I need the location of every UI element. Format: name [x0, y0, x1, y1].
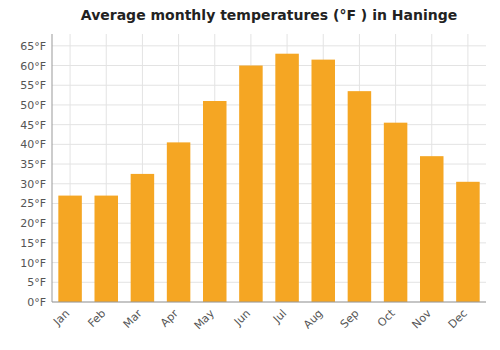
bar	[131, 174, 155, 302]
y-grid-line	[52, 65, 486, 66]
x-tick-label: Aug	[301, 307, 325, 331]
y-grid-line	[52, 45, 486, 46]
x-tick-label: Nov	[409, 307, 434, 332]
y-grid-line	[52, 144, 486, 145]
bar	[58, 196, 82, 302]
y-grid-line	[52, 124, 486, 125]
y-tick-label: 45°F	[20, 119, 46, 132]
chart-svg: Average monthly temperatures (°F ) in Ha…	[0, 0, 500, 350]
y-tick-label: 5°F	[27, 276, 46, 289]
bar	[94, 196, 118, 302]
x-tick-label: Jul	[270, 307, 289, 326]
x-tick-label: May	[192, 307, 218, 333]
bar	[167, 142, 191, 302]
bar	[456, 182, 480, 302]
x-tick-label: Dec	[446, 307, 470, 331]
y-grid-line	[52, 85, 486, 86]
bars	[58, 54, 479, 302]
x-axis-line	[52, 302, 486, 303]
y-tick-label: 25°F	[20, 197, 46, 210]
y-tick-label: 55°F	[20, 79, 46, 92]
y-tick-label: 15°F	[20, 237, 46, 250]
bar	[384, 123, 408, 302]
y-axis-line	[52, 34, 53, 302]
x-tick-label: Mar	[121, 307, 145, 331]
y-tick-label: 30°F	[20, 178, 46, 191]
bar	[239, 66, 263, 302]
x-tick-label: Jun	[231, 307, 253, 329]
x-tick-label: Oct	[375, 306, 398, 329]
chart-container: Average monthly temperatures (°F ) in Ha…	[0, 0, 500, 350]
grid	[52, 34, 486, 302]
bar	[420, 156, 444, 302]
bar	[275, 54, 299, 302]
y-tick-label: 65°F	[20, 40, 46, 53]
x-tick-label: Sep	[338, 307, 362, 331]
y-tick-label: 50°F	[20, 99, 46, 112]
y-tick-label: 35°F	[20, 158, 46, 171]
bar	[311, 60, 335, 302]
x-tick-label: Jan	[50, 307, 72, 329]
y-tick-label: 40°F	[20, 138, 46, 151]
x-tick-label: Apr	[158, 307, 181, 330]
y-grid-line	[52, 302, 486, 303]
bar	[348, 91, 372, 302]
y-tick-label: 10°F	[20, 257, 46, 270]
y-tick-label: 0°F	[27, 296, 46, 309]
bar	[203, 101, 227, 302]
y-grid-line	[52, 104, 486, 105]
y-tick-label: 20°F	[20, 217, 46, 230]
y-tick-label: 60°F	[20, 60, 46, 73]
x-tick-label: Feb	[85, 307, 108, 330]
chart-title: Average monthly temperatures (°F ) in Ha…	[81, 7, 457, 23]
